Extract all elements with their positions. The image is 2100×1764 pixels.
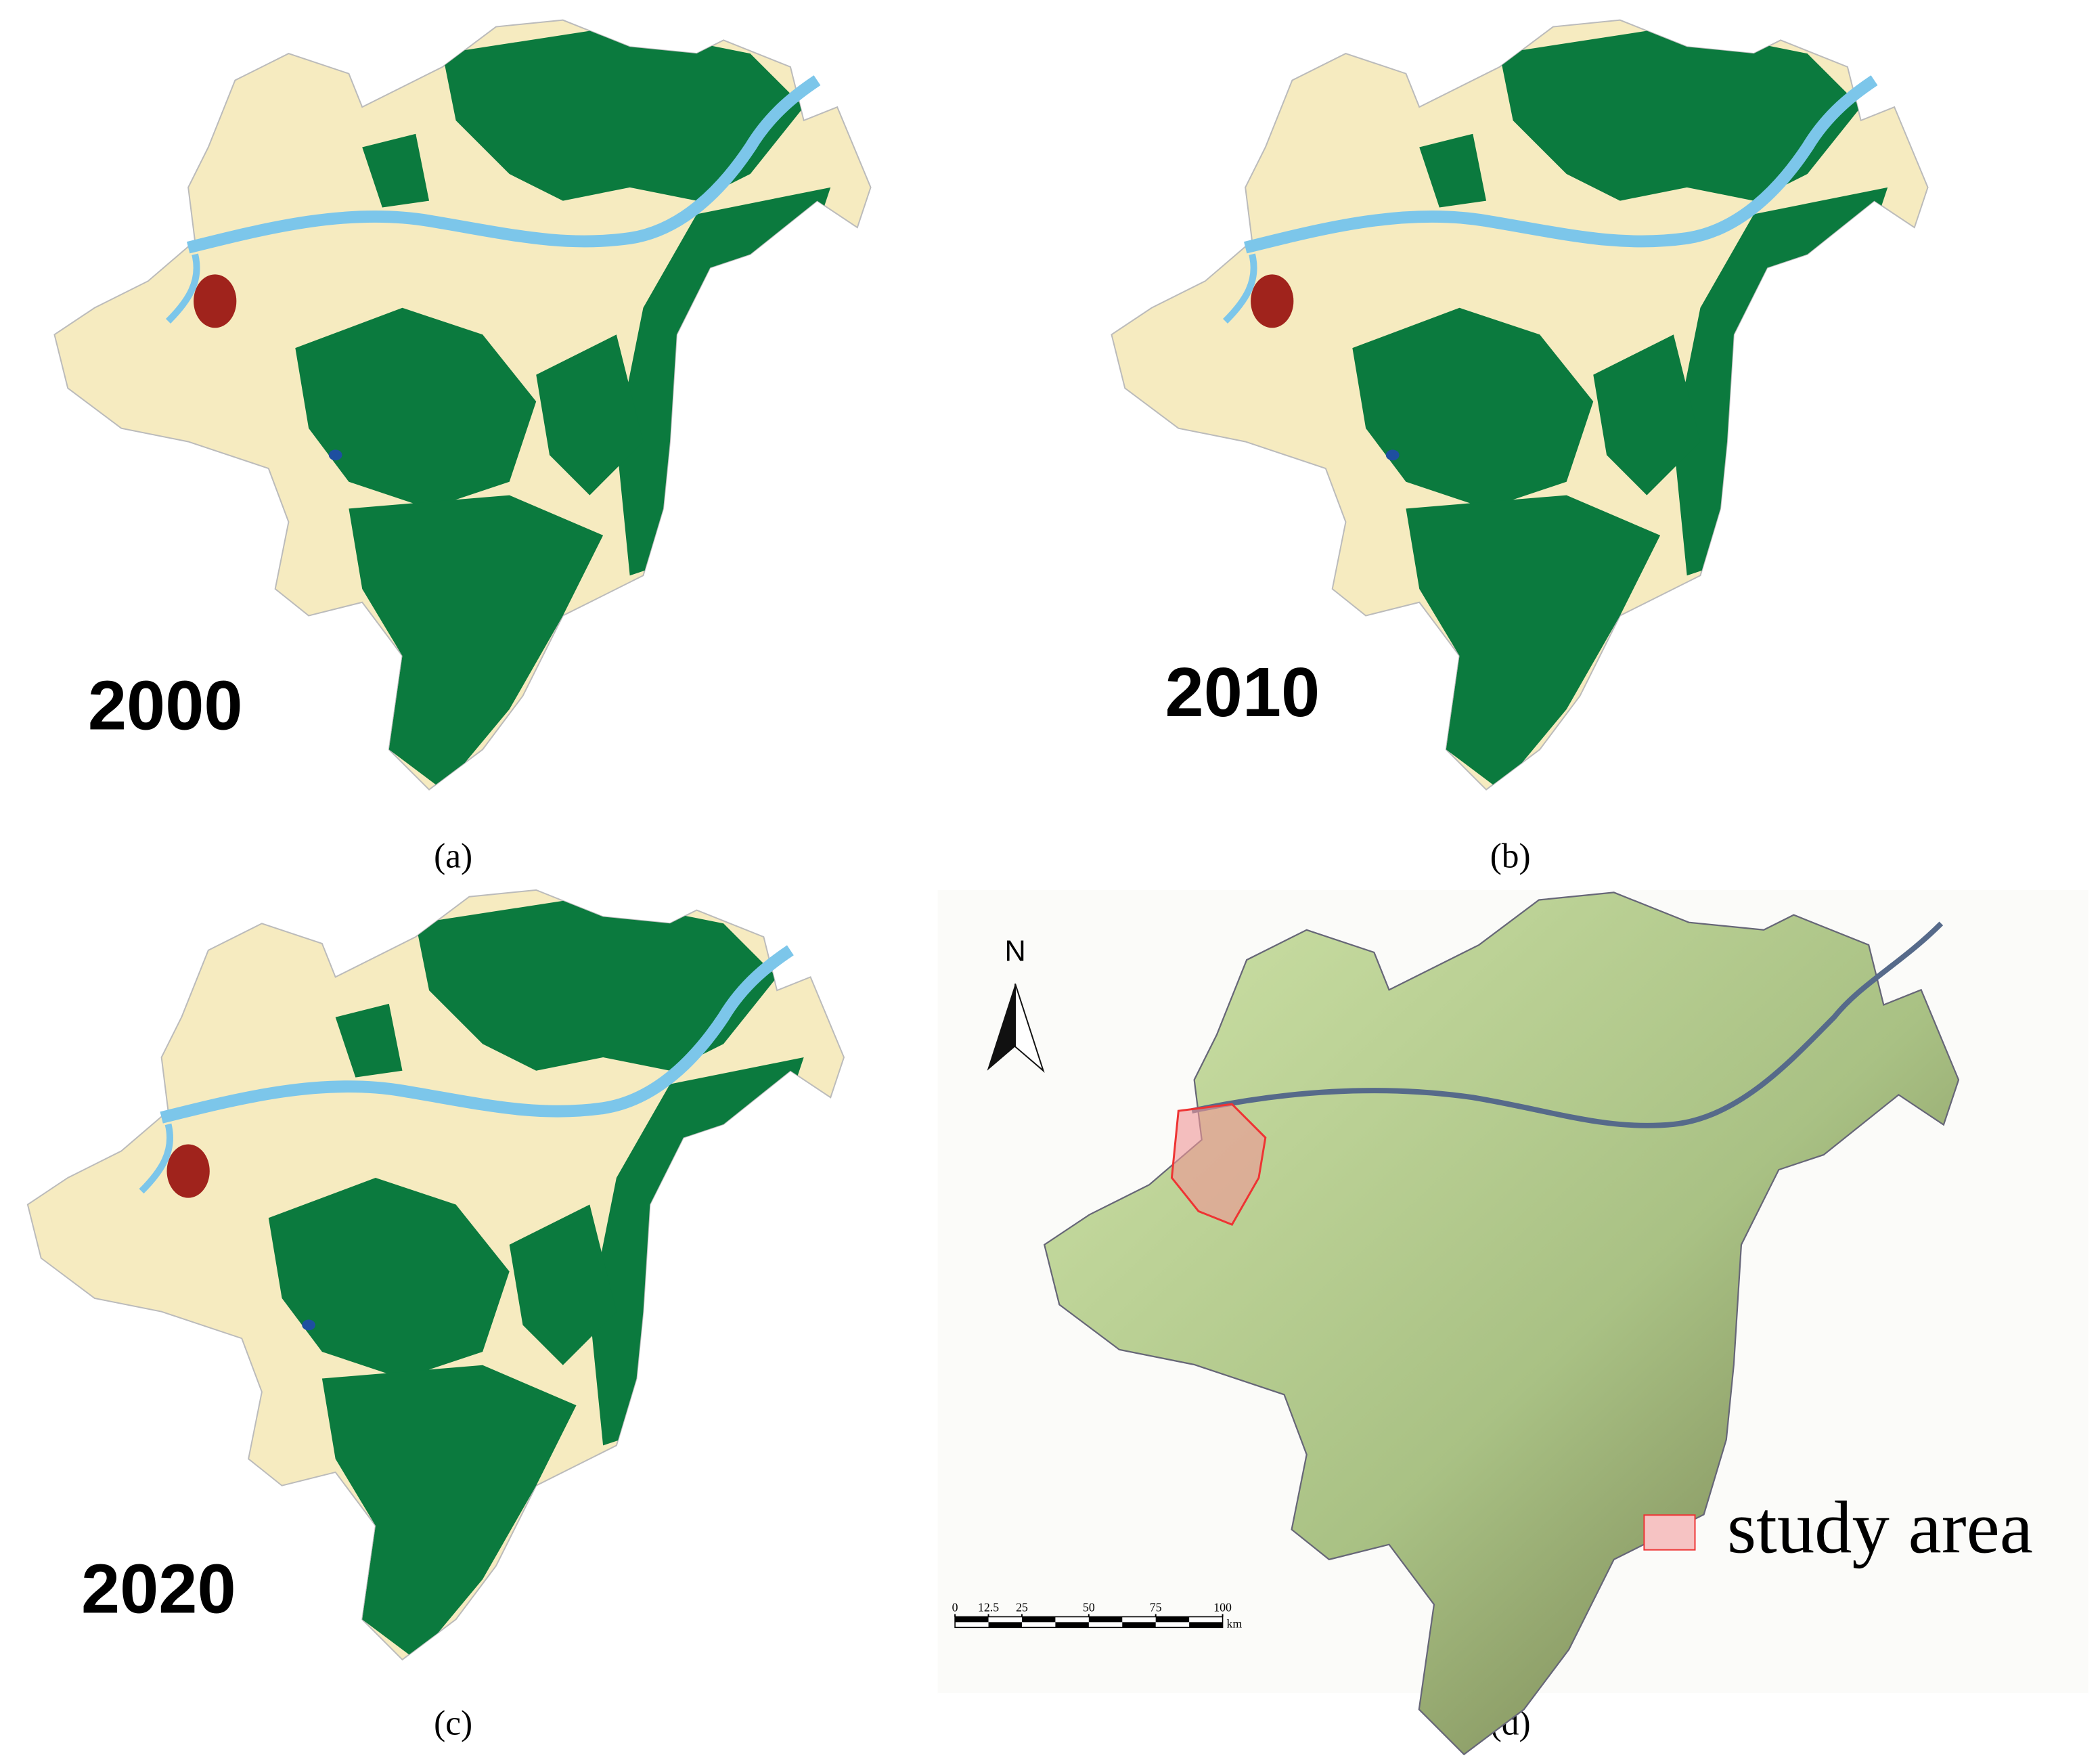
legend-swatch: [1643, 1514, 1696, 1551]
north-arrow: [1014, 983, 1045, 1073]
map-2020: [28, 890, 844, 1660]
scale-unit: km: [1226, 1616, 1242, 1630]
scale-bar: 0 12.5 25 50 75 100 km: [952, 1601, 1243, 1631]
scale-segment: [1088, 1616, 1123, 1623]
north-arrow: [987, 984, 1016, 1071]
scale-segment: [1122, 1622, 1156, 1628]
river: [1191, 921, 1944, 1128]
legend-label: study area: [1727, 1486, 2033, 1569]
scale-segment: [1155, 1616, 1190, 1623]
caption: (a): [434, 837, 472, 875]
study-area: [1170, 1103, 1267, 1227]
scale-tick-label: 0: [952, 1601, 958, 1614]
scale-tick-label: 50: [1083, 1601, 1095, 1614]
year-label: 2010: [1165, 653, 1320, 731]
caption: (b): [1490, 837, 1531, 875]
caption: (c): [434, 1704, 472, 1743]
scale-segment: [1055, 1622, 1089, 1628]
scale-segment: [1021, 1616, 1056, 1623]
scale-tick-label: 100: [1213, 1601, 1232, 1614]
year-label: 2000: [88, 667, 243, 745]
scale-segment: [988, 1622, 1022, 1628]
panel-d: N study area 0 12.5 25 50 75 100 km: [937, 889, 2088, 1755]
north-label: N: [1004, 935, 1025, 968]
year-label: 2020: [81, 1550, 236, 1628]
scale-segment: [955, 1616, 989, 1623]
scale-tick-label: 75: [1150, 1601, 1162, 1614]
scale-tick-label: 25: [1016, 1601, 1028, 1614]
scale-tick-label: 12.5: [978, 1601, 999, 1614]
scale-segment: [1189, 1622, 1223, 1628]
